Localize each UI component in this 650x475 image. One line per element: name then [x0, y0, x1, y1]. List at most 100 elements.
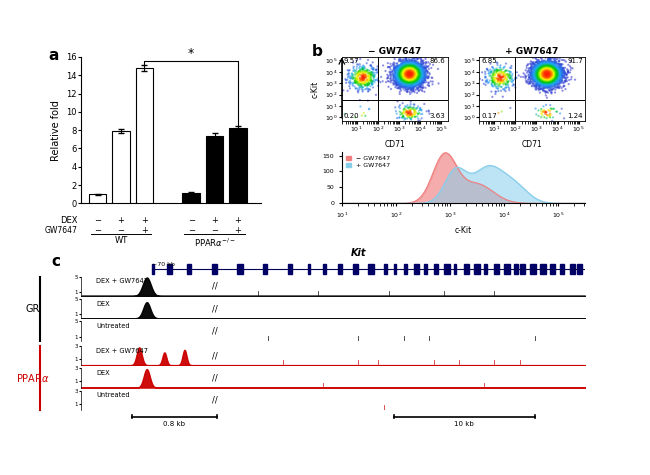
- Point: [542, 68, 552, 76]
- Point: [367, 78, 377, 86]
- Point: [391, 66, 402, 73]
- Point: [404, 80, 415, 88]
- Point: [408, 79, 418, 87]
- Point: [534, 62, 545, 70]
- Point: [545, 66, 555, 74]
- Point: [554, 80, 565, 87]
- Point: [525, 60, 536, 67]
- Point: [545, 65, 556, 73]
- Point: [402, 72, 412, 79]
- Point: [549, 70, 560, 77]
- Point: [398, 61, 408, 69]
- Point: [536, 70, 546, 78]
- Point: [403, 75, 413, 82]
- Point: [549, 69, 559, 77]
- Point: [552, 68, 562, 76]
- Point: [402, 70, 413, 78]
- Point: [396, 76, 407, 83]
- Point: [410, 70, 420, 78]
- Point: [556, 71, 566, 78]
- Point: [526, 57, 536, 65]
- Point: [403, 79, 413, 86]
- Point: [411, 68, 421, 76]
- Point: [404, 77, 415, 85]
- Point: [406, 73, 416, 80]
- Point: [560, 64, 570, 72]
- Point: [546, 68, 556, 76]
- Point: [541, 75, 551, 82]
- Point: [402, 71, 413, 78]
- Point: [399, 73, 410, 81]
- Point: [406, 75, 416, 83]
- Point: [406, 70, 417, 78]
- Point: [534, 68, 544, 76]
- Point: [546, 69, 556, 77]
- Point: [390, 67, 400, 75]
- Point: [410, 80, 420, 87]
- Point: [410, 76, 420, 83]
- Point: [396, 83, 407, 91]
- Point: [397, 76, 408, 84]
- Point: [404, 77, 414, 85]
- Point: [392, 73, 402, 80]
- Point: [362, 69, 372, 76]
- Point: [532, 66, 542, 73]
- Point: [394, 114, 404, 121]
- Point: [389, 64, 399, 71]
- Text: +: +: [211, 216, 218, 225]
- Point: [406, 72, 416, 80]
- Point: [408, 69, 419, 77]
- Point: [363, 85, 374, 93]
- Point: [533, 70, 543, 77]
- Point: [418, 73, 428, 81]
- Point: [400, 73, 410, 81]
- Point: [408, 61, 419, 68]
- Point: [408, 74, 419, 81]
- Point: [541, 66, 552, 73]
- Point: [529, 71, 539, 78]
- Point: [405, 75, 415, 83]
- Text: //: //: [212, 304, 218, 313]
- Point: [398, 70, 408, 77]
- Point: [539, 68, 549, 76]
- Point: [398, 71, 408, 79]
- Point: [398, 66, 408, 73]
- Point: [398, 72, 409, 80]
- Point: [543, 74, 553, 82]
- Point: [548, 76, 558, 84]
- Point: [539, 68, 549, 76]
- Point: [538, 58, 549, 66]
- Point: [412, 72, 423, 80]
- Point: [549, 69, 560, 76]
- Point: [395, 67, 405, 75]
- Point: [525, 74, 535, 82]
- Point: [537, 69, 547, 77]
- Point: [540, 82, 550, 90]
- Point: [398, 68, 408, 76]
- Point: [549, 77, 560, 85]
- Point: [548, 67, 558, 75]
- Point: [410, 71, 421, 78]
- Point: [540, 63, 550, 70]
- Point: [530, 62, 541, 70]
- Point: [548, 66, 558, 74]
- Point: [546, 72, 556, 79]
- Point: [541, 60, 552, 68]
- Point: [541, 66, 552, 74]
- Point: [540, 76, 550, 84]
- Point: [398, 69, 409, 77]
- Point: [540, 79, 551, 87]
- Point: [408, 63, 418, 71]
- Point: [547, 72, 557, 80]
- Point: [397, 66, 408, 73]
- Point: [404, 68, 415, 76]
- Point: [541, 75, 552, 83]
- Point: [406, 73, 417, 80]
- Point: [562, 66, 573, 73]
- Point: [411, 74, 422, 82]
- Point: [538, 75, 549, 83]
- Point: [401, 67, 411, 75]
- Point: [410, 70, 420, 78]
- Point: [549, 78, 560, 86]
- Point: [396, 62, 406, 69]
